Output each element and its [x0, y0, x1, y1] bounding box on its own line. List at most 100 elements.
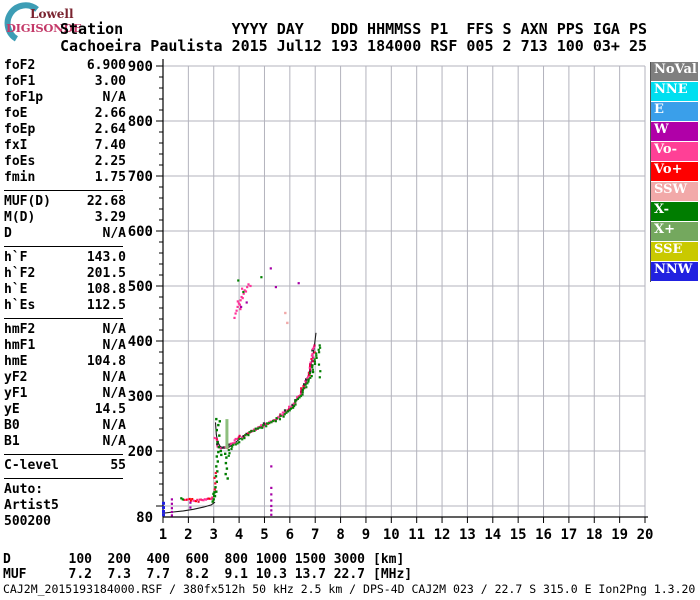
axes: [156, 59, 648, 523]
x-tick-label: 20: [637, 527, 654, 543]
x-tick-label: 15: [510, 527, 527, 543]
param-label: Auto:: [4, 482, 44, 497]
filename-caption: CAJ2M_2015193184000.RSF / 380fx512h 50 k…: [3, 582, 696, 596]
y-axis-labels: 900 800 700 600 500 400 300 200 80: [128, 59, 153, 526]
y-tick-label: 300: [128, 389, 153, 405]
param-label: B1: [4, 434, 20, 449]
y-tick-label: 400: [128, 334, 153, 350]
param-row-auto: Auto:: [4, 482, 126, 498]
param-row-yf1: yF1 N/A: [4, 386, 126, 402]
param-row-fxi: fxI 7.40: [4, 138, 126, 154]
param-label: fxI: [4, 138, 28, 153]
legend-item-ssw: SSW: [651, 182, 698, 201]
panel-divider: [4, 478, 123, 479]
panel-divider: [4, 190, 123, 191]
param-value: 14.5: [94, 402, 126, 417]
param-label: M(D): [4, 210, 36, 225]
x-tick-label: 1: [159, 527, 167, 543]
legend-item-x: X+: [651, 222, 698, 241]
x-tick-label: 17: [560, 527, 577, 543]
logo-digisonde-text: DIGISONDE: [6, 21, 82, 35]
series-green-misc: [180, 276, 322, 501]
param-value: N/A: [102, 434, 126, 449]
y-tick-label: 80: [136, 510, 153, 526]
param-value: 3.29: [94, 210, 126, 225]
param-label: D: [4, 226, 12, 241]
param-value: 112.5: [86, 298, 126, 313]
series-col-w-135: [170, 498, 173, 517]
d-row-cell: 100: [68, 552, 92, 567]
param-label: fmin: [4, 170, 36, 185]
series-col-w-53: [270, 465, 273, 516]
muf-row-cell: 10.3: [255, 567, 287, 582]
header-line2: Cachoeira Paulista 2015 Jul12 193 184000…: [60, 37, 647, 55]
param-label: B0: [4, 418, 20, 433]
echo-direction-legend: NoVal NNE E W Vo- Vo+ SSW X- X+ SSE NNW: [650, 62, 698, 282]
x-tick-label: 3: [210, 527, 218, 543]
legend-item-sse: SSE: [651, 242, 698, 261]
muf-row: MUF 7.2 7.3 7.7 8.2 9.1 10.3 13.7 22.7 [MHz]: [3, 567, 412, 582]
param-label: hmE: [4, 354, 28, 369]
x-tick-label: 12: [434, 527, 451, 543]
param-value: N/A: [102, 226, 126, 241]
legend-item-noval: NoVal: [651, 62, 698, 81]
series-f-trace-x: [227, 344, 322, 457]
param-label: foF1: [4, 74, 36, 89]
param-row-fof2: foF2 6.900: [4, 58, 126, 74]
x-tick-label: 14: [484, 527, 501, 543]
header-line1: Station YYYY DAY DDD HHMMSS P1 FFS S AXN…: [60, 20, 647, 38]
param-row-500200: 500200: [4, 514, 126, 530]
panel-divider: [4, 454, 123, 455]
param-value: 108.8: [86, 282, 126, 297]
param-row-fof1: foF1 3.00: [4, 74, 126, 90]
series-artist-profile-e: [164, 501, 216, 514]
param-value: N/A: [102, 90, 126, 105]
x-tick-label: 13: [459, 527, 476, 543]
param-label: h`E: [4, 282, 28, 297]
param-label: h`F2: [4, 266, 36, 281]
param-value: N/A: [102, 322, 126, 337]
parameter-panel: foF2 6.900 foF1 3.00 foF1p N/A foE 2.66 foEp 2.64…: [4, 58, 126, 530]
param-value: 55: [110, 458, 126, 473]
series-ef-spread-red: [213, 471, 217, 491]
param-value: 22.68: [86, 194, 126, 209]
param-value: 104.8: [86, 354, 126, 369]
x-tick-label: 11: [408, 527, 425, 543]
muf-row-cell: 8.2: [185, 567, 209, 582]
param-value: 2.64: [94, 122, 126, 137]
param-row-clevel: C-level 55: [4, 458, 126, 474]
param-label: h`Es: [4, 298, 36, 313]
legend-item-vo: Vo+: [651, 162, 698, 181]
muf-row-cell: 22.7: [333, 567, 365, 582]
x-tick-label: 4: [235, 527, 243, 543]
param-value: 2.25: [94, 154, 126, 169]
legend-item-nnw: NNW: [651, 262, 698, 281]
param-label: yF1: [4, 386, 28, 401]
muf-row-cell: 7.2: [68, 567, 92, 582]
param-row-ye: yE 14.5: [4, 402, 126, 418]
param-label: hmF2: [4, 322, 36, 337]
param-value: N/A: [102, 370, 126, 385]
param-label: foEs: [4, 154, 36, 169]
param-row-fmin: fmin 1.75: [4, 170, 126, 186]
param-row-fof1p: foF1p N/A: [4, 90, 126, 106]
logo-arc-icon: [4, 2, 39, 42]
param-row-hmf1: hmF1 N/A: [4, 338, 126, 354]
series-magenta-misc: [240, 267, 300, 308]
digisonde-logo: Lowell DIGISONDE: [2, 2, 82, 50]
series-col-nnw-10: [162, 501, 165, 517]
x-tick-label: 2: [184, 527, 192, 543]
x-tick-label: 8: [336, 527, 344, 543]
param-value: 6.900: [86, 58, 126, 73]
param-value: 3.00: [94, 74, 126, 89]
d-row-cell: 800: [224, 552, 248, 567]
x-tick-label: 16: [535, 527, 552, 543]
param-row-mufd: MUF(D) 22.68: [4, 194, 126, 210]
param-row-hmf2: hmF2 N/A: [4, 322, 126, 338]
param-row-foep: foEp 2.64: [4, 122, 126, 138]
param-label: foE: [4, 106, 28, 121]
panel-divider: [4, 318, 123, 319]
y-tick-label: 700: [128, 169, 153, 185]
d-muf-table: D 100 200 400 600 800 1000 1500 3000 [km] MUF 7.2 7.…: [3, 552, 412, 582]
muf-row-unit: [MHz]: [373, 567, 413, 582]
